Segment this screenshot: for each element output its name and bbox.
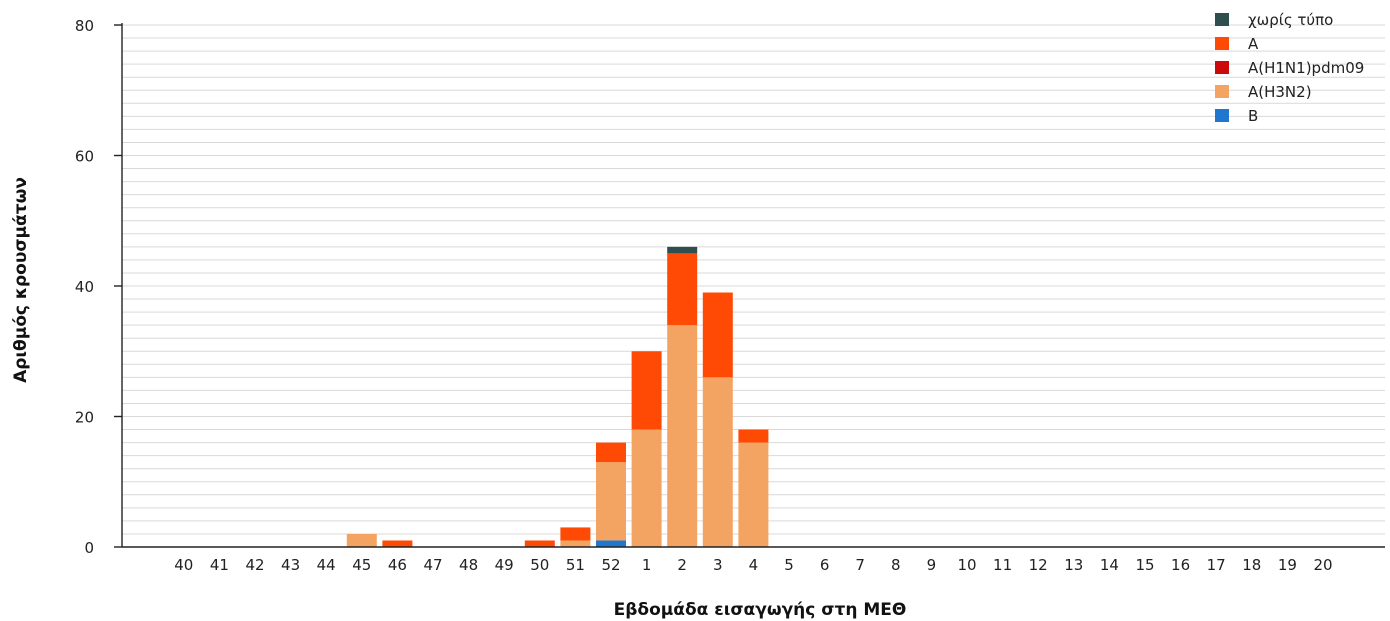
x-tick-label: 10 [957,556,976,574]
legend-swatch [1215,13,1229,26]
y-tick-label: 60 [75,148,94,166]
legend-entry: A [1248,35,1259,53]
x-tick-label: 7 [855,556,865,574]
x-tick-label: 43 [281,556,300,574]
x-tick-label: 41 [210,556,229,574]
x-tick-label: 19 [1278,556,1297,574]
bars [346,246,769,547]
x-tick-label: 42 [245,556,264,574]
x-tick-label: 8 [891,556,901,574]
x-tick-label: 12 [1029,556,1048,574]
x-tick-label: 13 [1064,556,1083,574]
bar-segment [560,540,591,547]
bar-segment [667,246,698,254]
x-tick-label: 51 [566,556,585,574]
y-axis-title: Αριθμός κρουσμάτων [11,177,31,383]
bar-segment [667,253,698,326]
bar-segment [631,429,662,547]
legend: χωρίς τύπο A A(H1N1)pdm09 A(H3N2) B [1215,11,1364,125]
y-tick-label: 20 [75,409,94,427]
x-tick-label: 5 [784,556,794,574]
x-tick-label: 6 [820,556,830,574]
legend-swatch [1215,85,1229,98]
x-tick-label: 3 [713,556,723,574]
x-tick-label: 1 [642,556,652,574]
gridlines [122,24,1385,535]
bar-segment [738,442,769,547]
x-tick-label: 47 [423,556,442,574]
x-tick-label: 17 [1207,556,1226,574]
bar-segment [560,527,591,541]
bar-segment [738,429,769,443]
x-tick-label: 46 [388,556,407,574]
x-tick-label: 11 [993,556,1012,574]
legend-swatch [1215,61,1229,74]
x-tick-label: 14 [1100,556,1119,574]
bar-segment [667,325,698,547]
legend-swatch [1215,109,1229,122]
bar-segment [596,442,626,463]
x-tick-label: 50 [530,556,549,574]
bar-segment [596,540,626,547]
x-tick-label: 2 [677,556,687,574]
bar-segment [382,540,413,547]
bar-segment [524,540,555,547]
bar-segment [702,377,733,547]
x-tick-label: 52 [601,556,620,574]
bar-segment [596,462,626,541]
bar-segment [702,292,733,378]
legend-entry: χωρίς τύπο [1248,11,1333,29]
x-tick-label: 40 [174,556,193,574]
y-tick-label: 40 [75,278,94,296]
x-axis-title: Εβδομάδα εισαγωγής στη ΜΕΘ [614,600,907,620]
legend-entry: A(H3N2) [1248,83,1312,101]
x-tick-label: 20 [1313,556,1332,574]
y-tick-label: 0 [84,539,94,557]
x-tick-label: 16 [1171,556,1190,574]
x-tick-label: 4 [749,556,759,574]
legend-entry: B [1248,107,1258,125]
y-tick-labels: 0 20 40 60 80 [75,17,94,557]
legend-swatch [1215,37,1229,50]
x-tick-label: 48 [459,556,478,574]
x-tick-labels: 40 41 42 43 44 45 46 47 48 49 50 51 52 1 2 3 4 5 6 7 8 9 10 11 1… [174,556,1332,574]
x-tick-label: 9 [927,556,937,574]
x-tick-label: 15 [1135,556,1154,574]
axes [114,23,1385,548]
x-tick-label: 44 [317,556,336,574]
x-tick-label: 18 [1242,556,1261,574]
bar-segment [346,533,377,547]
legend-entry: A(H1N1)pdm09 [1248,59,1364,77]
x-tick-label: 45 [352,556,371,574]
x-tick-label: 49 [495,556,514,574]
y-tick-label: 80 [75,17,94,35]
bar-segment [631,351,662,430]
